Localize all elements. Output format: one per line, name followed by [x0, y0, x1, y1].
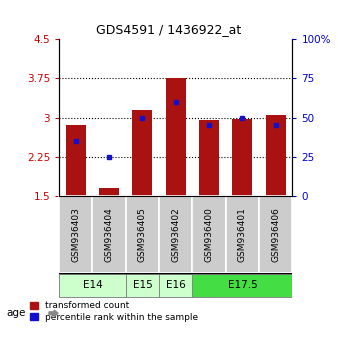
- Text: GSM936403: GSM936403: [71, 207, 80, 262]
- Bar: [259, 196, 292, 273]
- Text: E16: E16: [166, 280, 186, 291]
- Text: GSM936405: GSM936405: [138, 207, 147, 262]
- Bar: [66, 125, 86, 196]
- Text: GDS4591 / 1436922_at: GDS4591 / 1436922_at: [96, 23, 242, 36]
- Text: GSM936406: GSM936406: [271, 207, 280, 262]
- Bar: [159, 196, 192, 273]
- Bar: [59, 196, 93, 273]
- Bar: [192, 274, 292, 297]
- Text: GSM936400: GSM936400: [204, 207, 214, 262]
- Bar: [266, 115, 286, 196]
- Bar: [132, 110, 152, 196]
- Text: GSM936401: GSM936401: [238, 207, 247, 262]
- Bar: [126, 274, 159, 297]
- Legend: transformed count, percentile rank within the sample: transformed count, percentile rank withi…: [29, 301, 199, 323]
- Text: age: age: [7, 308, 26, 318]
- Bar: [166, 78, 186, 196]
- Text: E15: E15: [132, 280, 152, 291]
- Text: GSM936404: GSM936404: [105, 207, 114, 262]
- Text: E17.5: E17.5: [227, 280, 257, 291]
- Text: GSM936402: GSM936402: [171, 207, 180, 262]
- Bar: [199, 120, 219, 196]
- Bar: [233, 119, 252, 196]
- Bar: [192, 196, 226, 273]
- Bar: [226, 196, 259, 273]
- Bar: [159, 274, 192, 297]
- Bar: [93, 196, 126, 273]
- Bar: [99, 188, 119, 196]
- Text: E14: E14: [82, 280, 102, 291]
- Bar: [126, 196, 159, 273]
- Bar: [59, 274, 126, 297]
